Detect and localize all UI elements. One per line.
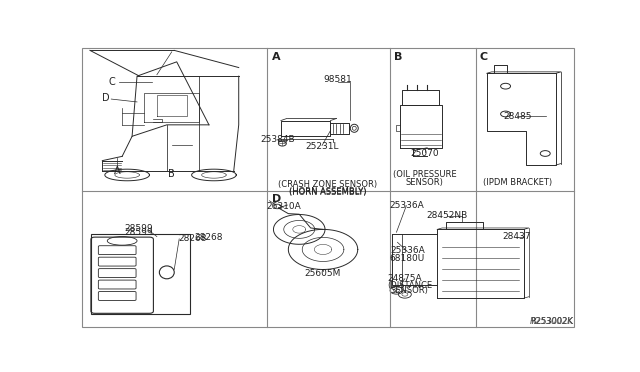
Text: 68180U: 68180U — [390, 254, 425, 263]
Text: 28452NB: 28452NB — [426, 211, 468, 219]
Text: A: A — [114, 166, 120, 176]
Text: 28485: 28485 — [503, 112, 532, 121]
Text: R253002K: R253002K — [530, 317, 573, 326]
Text: C: C — [109, 77, 116, 87]
Text: (IPDM BRACKET): (IPDM BRACKET) — [483, 178, 552, 187]
Text: 25384B: 25384B — [260, 135, 295, 144]
Text: 28599: 28599 — [124, 228, 153, 237]
Text: 25336A: 25336A — [389, 201, 424, 209]
Text: A: A — [272, 52, 280, 62]
Text: (HORN ASSEMBLY): (HORN ASSEMBLY) — [289, 189, 367, 198]
Text: 25231L: 25231L — [305, 142, 339, 151]
Text: (DISTANCE: (DISTANCE — [387, 281, 433, 290]
Text: SENSOR): SENSOR) — [391, 286, 429, 295]
Text: 28599: 28599 — [124, 224, 153, 233]
Text: B: B — [394, 52, 403, 62]
Text: 25336A: 25336A — [390, 246, 425, 255]
Text: (CRASH ZONE SENSOR): (CRASH ZONE SENSOR) — [278, 180, 378, 189]
Text: 26310A: 26310A — [266, 202, 301, 211]
Text: D: D — [102, 93, 109, 103]
Text: (OIL PRESSURE: (OIL PRESSURE — [393, 170, 456, 179]
Bar — [91, 234, 190, 314]
Text: R253002K: R253002K — [529, 317, 573, 326]
Text: SENSOR): SENSOR) — [406, 178, 444, 187]
Text: 98581: 98581 — [324, 74, 352, 83]
Text: B: B — [168, 169, 175, 179]
Text: C: C — [479, 52, 488, 62]
Text: 28268: 28268 — [194, 234, 223, 243]
Text: 24875A: 24875A — [388, 273, 422, 283]
Text: (HORN ASSEMBLY): (HORN ASSEMBLY) — [289, 187, 367, 196]
Text: 28437: 28437 — [502, 232, 531, 241]
Text: D: D — [272, 193, 281, 203]
Text: 28268: 28268 — [179, 234, 207, 243]
Text: 25070: 25070 — [410, 149, 439, 158]
Text: 25605M: 25605M — [305, 269, 341, 278]
